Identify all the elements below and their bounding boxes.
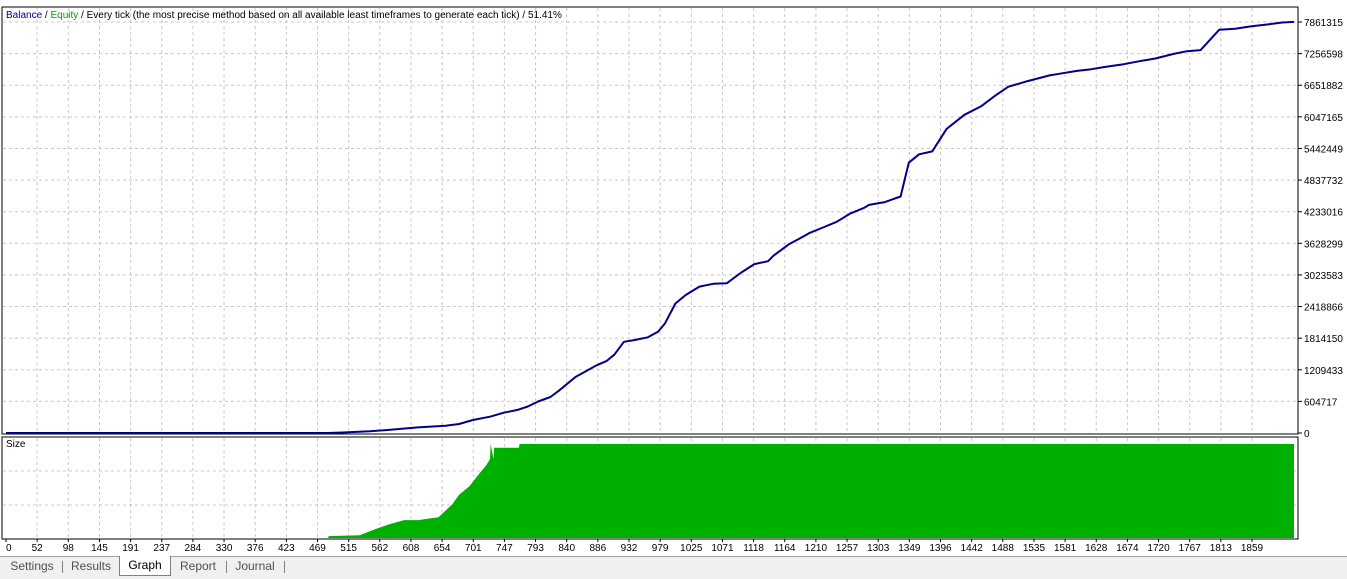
y-tick-label: 1209433 [1304, 366, 1343, 377]
x-tick-label: 886 [590, 543, 607, 554]
tab-graph[interactable]: Graph [119, 556, 171, 576]
x-tick-label: 1025 [680, 543, 703, 554]
test-mode-description: Every tick (the most precise method base… [87, 10, 520, 21]
x-tick-label: 52 [32, 543, 44, 554]
x-tick-label: 237 [153, 543, 170, 554]
y-tick-label: 2418866 [1304, 303, 1343, 314]
grid-layer [3, 8, 1297, 538]
x-tick-label: 284 [185, 543, 202, 554]
size-panel-label: Size [6, 439, 26, 450]
x-tick-label: 1859 [1241, 543, 1264, 554]
x-tick-label: 840 [558, 543, 575, 554]
x-tick-label: 98 [63, 543, 75, 554]
y-tick-label: 5442449 [1304, 144, 1343, 155]
x-tick-label: 1303 [867, 543, 890, 554]
x-tick-label: 1164 [774, 543, 796, 554]
chart-svg: 0 604717 1209433 1814150 2418866 3023583 36282… [1, 6, 1343, 554]
x-tick-label: 423 [278, 543, 295, 554]
x-tick-label: 1535 [1023, 543, 1046, 554]
header-separator: / [42, 10, 50, 21]
legend-equity: Equity [50, 10, 78, 21]
x-tick-label: 562 [371, 543, 388, 554]
x-tick-label: 330 [216, 543, 233, 554]
tab-report[interactable]: Report [179, 559, 217, 573]
x-tick-label: 1210 [805, 543, 828, 554]
x-tick-label: 515 [340, 543, 357, 554]
y-tick-label: 0 [1304, 429, 1310, 440]
x-tick-label: 654 [434, 543, 451, 554]
y-tick-label: 4837732 [1304, 176, 1343, 187]
x-tick-label: 1720 [1147, 543, 1170, 554]
size-area [6, 444, 1294, 538]
x-tick-label: 1442 [961, 543, 984, 554]
y-tick-label: 4233016 [1304, 208, 1343, 219]
y-tick-label: 7256598 [1304, 50, 1343, 61]
x-axis: 0 52 98 145 191 237 284 330 376 423 469 515 562 608 65… [5, 539, 1264, 554]
y-tick-label: 1814150 [1304, 334, 1343, 345]
x-tick-label: 932 [621, 543, 638, 554]
tab-separator [226, 561, 227, 573]
x-tick-label: 608 [403, 543, 420, 554]
tester-tabs: Settings Results Graph Report Journal [0, 556, 1347, 579]
x-tick-label: 1257 [836, 543, 859, 554]
legend-balance: Balance [6, 10, 43, 21]
x-tick-label: 1118 [743, 543, 764, 554]
x-tick-label: 191 [122, 543, 139, 554]
x-tick-label: 1581 [1054, 543, 1077, 554]
x-tick-label: 1628 [1085, 543, 1108, 554]
y-tick-label: 3023583 [1304, 271, 1343, 282]
x-tick-label: 701 [465, 543, 482, 554]
x-tick-label: 1071 [711, 543, 734, 554]
chart-header: Balance / Equity / Every tick (the most … [6, 10, 562, 21]
tab-journal[interactable]: Journal [235, 559, 275, 573]
tab-separator [62, 561, 63, 573]
x-tick-label: 979 [652, 543, 669, 554]
x-tick-label: 1813 [1210, 543, 1233, 554]
balance-line [6, 20, 1295, 434]
y-tick-label: 3628299 [1304, 239, 1343, 250]
header-separator: / [520, 10, 528, 21]
tab-results[interactable]: Results [70, 559, 111, 573]
y-axis: 0 604717 1209433 1814150 2418866 3023583 36282… [1298, 18, 1343, 440]
size-layer [6, 444, 1294, 538]
x-tick-label: 1674 [1116, 543, 1139, 554]
y-tick-label: 7861315 [1304, 18, 1343, 29]
x-tick-label: 376 [247, 543, 264, 554]
balance-layer [6, 20, 1295, 434]
x-tick-label: 1767 [1179, 543, 1202, 554]
balance-panel-frame [1, 6, 1299, 435]
x-tick-label: 145 [91, 543, 108, 554]
header-separator: / [78, 10, 86, 21]
y-tick-label: 6047165 [1304, 113, 1343, 124]
y-tick-label: 604717 [1304, 397, 1338, 408]
modelling-quality: 51.41% [528, 10, 562, 21]
x-tick-label: 469 [309, 543, 326, 554]
y-tick-label: 6651882 [1304, 81, 1343, 92]
x-tick-label: 1349 [898, 543, 921, 554]
x-tick-label: 1488 [992, 543, 1015, 554]
x-tick-label: 1396 [929, 543, 952, 554]
x-tick-label: 793 [527, 543, 544, 554]
tab-separator [284, 561, 285, 573]
x-tick-label: 747 [496, 543, 513, 554]
tester-graph: 0 604717 1209433 1814150 2418866 3023583 36282… [0, 0, 1347, 556]
x-tick-label: 0 [6, 543, 12, 554]
tab-settings[interactable]: Settings [10, 559, 54, 573]
